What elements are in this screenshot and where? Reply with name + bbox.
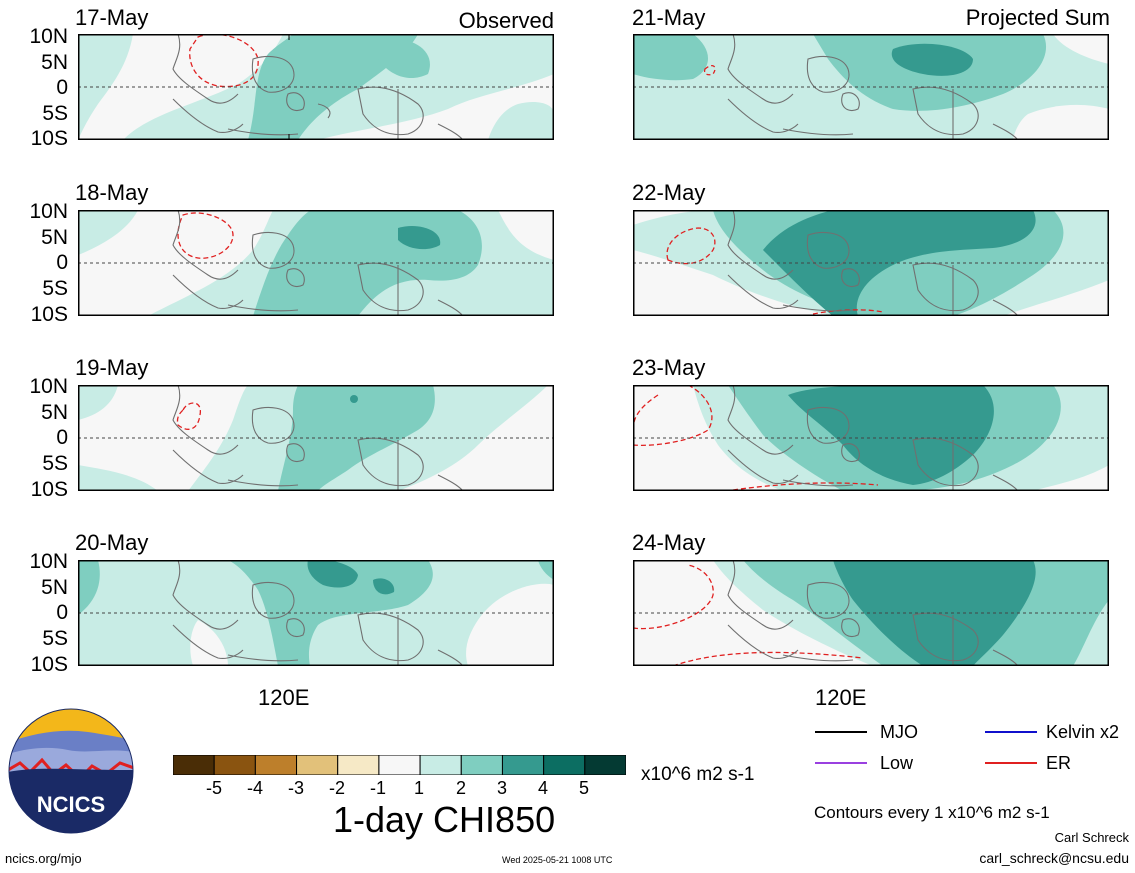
- lon-label-left: 120E: [258, 685, 310, 710]
- lon-label-right: 120E: [815, 685, 867, 710]
- lat-label: 10S: [30, 653, 68, 676]
- colorbar-units: x10^6 m2 s-1: [641, 764, 755, 785]
- legend-low: Low: [880, 753, 914, 773]
- colorbar-swatch: [213, 754, 256, 776]
- lat-label: 10S: [30, 478, 68, 501]
- colorbar-tick: -2: [328, 778, 345, 798]
- colorbar-swatches: [172, 754, 627, 776]
- panel-date: 24-May: [632, 530, 706, 555]
- panel-date: 23-May: [632, 355, 706, 380]
- colorbar-tick: -3: [287, 778, 304, 798]
- colorbar: [172, 754, 627, 776]
- colorbar-tick: 1: [413, 778, 424, 798]
- colorbar-tick: -4: [246, 778, 263, 798]
- lat-label: 5S: [42, 627, 68, 650]
- panel-source-label: Projected Sum: [965, 5, 1110, 30]
- author-name: Carl Schreck: [1054, 830, 1129, 845]
- legend-mjo: MJO: [880, 722, 918, 742]
- chart-title: 1-day CHI850: [333, 799, 556, 840]
- panel-date: 20-May: [75, 530, 149, 555]
- chi850-map: [632, 559, 1110, 667]
- lat-label: 0: [56, 76, 68, 99]
- colorbar-swatch: [337, 754, 380, 776]
- colorbar-swatch: [584, 754, 627, 776]
- chi850-map: [632, 209, 1110, 317]
- mjo-line-swatch: [815, 731, 867, 733]
- contour-note: Contours every 1 x10^6 m2 s-1: [814, 803, 1050, 822]
- er-line-swatch: [985, 762, 1037, 764]
- colorbar-swatch: [296, 754, 339, 776]
- panel-date: 21-May: [632, 5, 706, 30]
- lat-label: 10S: [30, 127, 68, 150]
- colorbar-tick: -1: [369, 778, 386, 798]
- colorbar-swatch: [501, 754, 545, 776]
- panel-source-label: Observed: [458, 8, 554, 33]
- colorbar-swatch: [172, 754, 215, 776]
- author-email[interactable]: carl_schreck@ncsu.edu: [979, 850, 1129, 866]
- chi850-map: [77, 209, 555, 317]
- lat-label: 5S: [42, 102, 68, 125]
- lat-label: 10S: [30, 303, 68, 326]
- colorbar-tick: 5: [578, 778, 589, 798]
- colorbar-swatch: [419, 754, 462, 776]
- legend-er: ER: [1046, 753, 1072, 773]
- colorbar-tick: 2: [455, 778, 466, 798]
- panel-date: 19-May: [75, 355, 149, 380]
- chi850-map: [77, 559, 555, 667]
- chi850-map: [77, 384, 555, 492]
- lat-label: 5N: [41, 576, 68, 599]
- colorbar-swatch: [254, 754, 298, 776]
- lat-label: 10N: [29, 200, 68, 223]
- logo-text: NCICS: [37, 792, 105, 817]
- colorbar-swatch: [543, 754, 586, 776]
- low-line-swatch: [815, 762, 867, 764]
- panel-date: 18-May: [75, 180, 149, 205]
- lat-label: 10N: [29, 550, 68, 573]
- colorbar-swatch: [460, 754, 503, 776]
- lat-label: 0: [56, 426, 68, 449]
- lat-label: 5S: [42, 277, 68, 300]
- lat-label: 5S: [42, 452, 68, 475]
- ncics-logo: NCICS: [8, 708, 134, 834]
- panel-date: 17-May: [75, 5, 149, 30]
- lat-label: 5N: [41, 51, 68, 74]
- colorbar-tick: 4: [537, 778, 548, 798]
- lat-label: 10N: [29, 25, 68, 48]
- site-link[interactable]: ncics.org/mjo: [5, 851, 82, 866]
- chi850-map: [632, 384, 1110, 492]
- lat-label: 5N: [41, 401, 68, 424]
- colorbar-tick: -5: [205, 778, 222, 798]
- lat-label: 0: [56, 601, 68, 624]
- timestamp: Wed 2025-05-21 1008 UTC: [502, 855, 613, 865]
- chi850-map: [77, 33, 555, 141]
- legend-kelvin: Kelvin x2: [1046, 722, 1120, 742]
- kelvin-line-swatch: [985, 731, 1037, 733]
- lat-label: 5N: [41, 226, 68, 249]
- colorbar-tick: 3: [496, 778, 507, 798]
- panel-date: 22-May: [632, 180, 706, 205]
- lat-label: 10N: [29, 375, 68, 398]
- chi850-map: [632, 33, 1110, 141]
- colorbar-swatch: [378, 754, 421, 776]
- lat-label: 0: [56, 251, 68, 274]
